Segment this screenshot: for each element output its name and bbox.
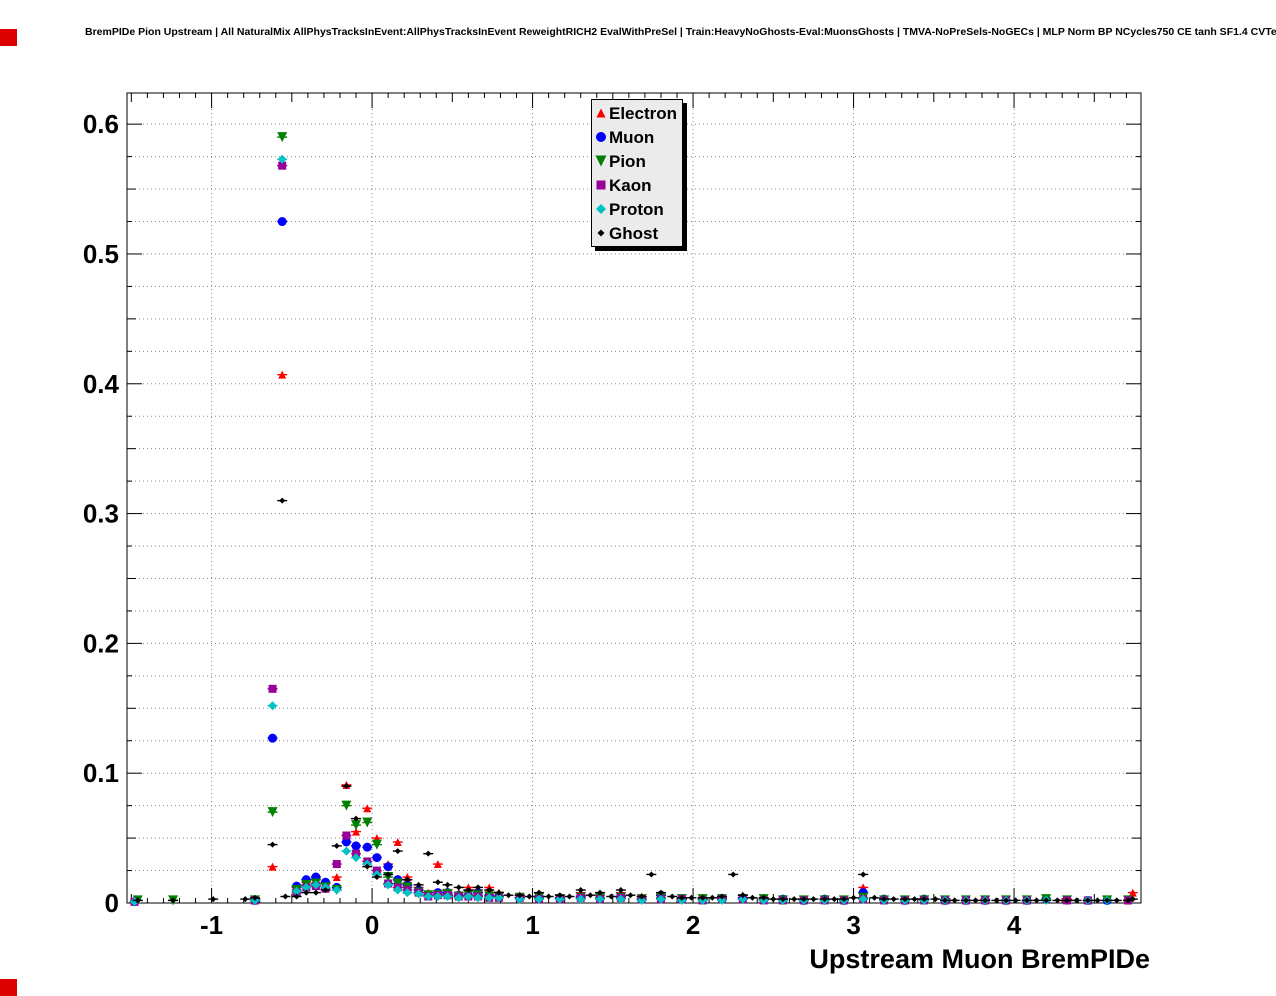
pion-marker-icon xyxy=(592,153,609,169)
ghost-marker-icon xyxy=(592,225,609,241)
gridlines xyxy=(127,93,1141,903)
svg-text:3: 3 xyxy=(846,910,860,940)
svg-text:0.3: 0.3 xyxy=(83,499,119,529)
svg-text:0.6: 0.6 xyxy=(83,109,119,139)
series-proton xyxy=(129,154,1113,907)
proton-marker-icon xyxy=(592,201,609,217)
kaon-marker-icon xyxy=(592,177,609,193)
legend-item-electron: Electron xyxy=(592,101,682,125)
series-muon xyxy=(129,217,1113,907)
legend-item-ghost: Ghost xyxy=(592,221,682,245)
svg-text:0: 0 xyxy=(105,888,119,918)
legend-item-kaon: Kaon xyxy=(592,173,682,197)
legend-item-muon: Muon xyxy=(592,125,682,149)
legend-item-pion: Pion xyxy=(592,149,682,173)
legend-item-proton: Proton xyxy=(592,197,682,221)
series-electron xyxy=(129,370,1138,906)
svg-text:-1: -1 xyxy=(200,910,223,940)
corner-marker-top-left-icon xyxy=(0,29,17,46)
svg-text:1: 1 xyxy=(525,910,539,940)
plot-frame xyxy=(126,92,1142,904)
svg-text:0.2: 0.2 xyxy=(83,628,119,658)
x-tick-labels: -1 0 1 2 3 4 xyxy=(200,910,1022,940)
legend-label-proton: Proton xyxy=(609,199,664,219)
plot-title: BremPIDe Pion Upstream | All NaturalMix … xyxy=(85,26,1276,38)
series-kaon xyxy=(129,161,1133,906)
svg-text:4: 4 xyxy=(1007,910,1022,940)
svg-text:2: 2 xyxy=(686,910,700,940)
legend-label-kaon: Kaon xyxy=(609,175,652,195)
legend-label-electron: Electron xyxy=(609,103,678,123)
muon-marker-icon xyxy=(592,129,609,145)
svg-text:0.5: 0.5 xyxy=(83,239,119,269)
svg-text:0.1: 0.1 xyxy=(83,758,119,788)
electron-marker-icon xyxy=(592,105,609,121)
legend-label-ghost: Ghost xyxy=(609,223,659,243)
series-pion xyxy=(132,132,1133,906)
series-ghost xyxy=(132,497,1138,904)
legend-label-muon: Muon xyxy=(609,127,655,147)
svg-text:0: 0 xyxy=(365,910,379,940)
svg-text:0.4: 0.4 xyxy=(83,369,120,399)
legend: Electron Muon Pion Kaon Proton Ghost xyxy=(591,99,683,247)
y-tick-labels: 0 0.1 0.2 0.3 0.4 0.5 0.6 xyxy=(83,109,120,918)
legend-label-pion: Pion xyxy=(609,151,646,171)
corner-marker-bottom-left-icon xyxy=(0,979,17,996)
x-axis-title: Upstream Muon BremPIDe xyxy=(809,944,1150,974)
